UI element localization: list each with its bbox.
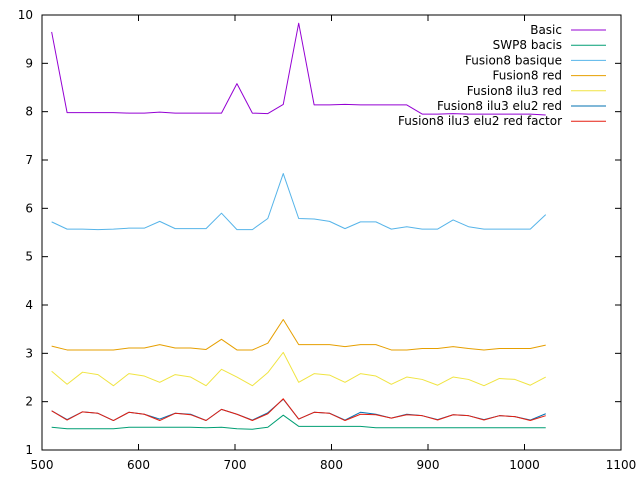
series-line-fusion8-red [51, 319, 546, 351]
series-lines [51, 22, 547, 430]
x-tick-label: 1100 [606, 458, 637, 472]
series-line-fusion8-basique [51, 173, 547, 231]
y-tick-label: 6 [25, 201, 33, 215]
y-tick-label: 4 [25, 298, 33, 312]
series-line-fusion8-ilu3-red [51, 351, 546, 387]
y-tick-label: 8 [25, 105, 33, 119]
y-tick-label: 5 [25, 250, 33, 264]
legend-label-fusion8-ilu3-red: Fusion8 ilu3 red [467, 84, 562, 98]
y-tick-label: 10 [18, 8, 33, 22]
x-tick-label: 1000 [509, 458, 540, 472]
legend-label-fusion8-basique: Fusion8 basique [465, 53, 562, 67]
y-tick-label: 7 [25, 153, 33, 167]
legend-label-basic: Basic [530, 23, 562, 37]
y-tick-label: 9 [25, 56, 33, 70]
y-tick-label: 1 [25, 443, 33, 457]
y-tick-label: 3 [25, 346, 33, 360]
series-line-swp8-bacis [51, 414, 546, 430]
x-tick-label: 700 [224, 458, 247, 472]
legend-label-fusion8-ilu3-elu2-red-factor: Fusion8 ilu3 elu2 red factor [398, 114, 562, 128]
x-tick-label: 800 [320, 458, 343, 472]
legend-label-fusion8-red: Fusion8 red [492, 69, 562, 83]
series-line-fusion8-ilu3-elu2-red-factor [51, 398, 546, 422]
y-tick-label: 2 [25, 395, 33, 409]
legend-label-swp8-bacis: SWP8 bacis [493, 38, 562, 52]
x-tick-label: 500 [31, 458, 54, 472]
tick-labels: 500 600 700 800 900 1000 1100 1 2 3 4 5 6 7 8 9 10 [18, 8, 637, 472]
legend-label-fusion8-ilu3-elu2-red: Fusion8 ilu3 elu2 red [437, 99, 562, 113]
axis-ticks [41, 14, 622, 451]
x-tick-label: 600 [127, 458, 150, 472]
series-line-basic [51, 22, 546, 116]
series-line-fusion8-ilu3-elu2-red [51, 398, 546, 422]
x-tick-label: 900 [417, 458, 440, 472]
